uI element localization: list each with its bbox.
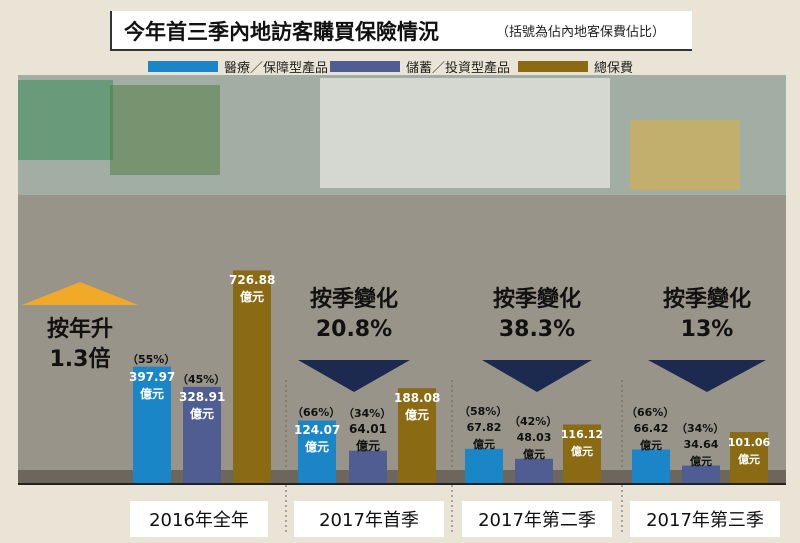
value-label-savings-0: 328.91 億元 bbox=[179, 389, 226, 421]
value-label-medical-0: 397.97 億元 bbox=[129, 369, 176, 401]
bar-savings-2 bbox=[515, 458, 553, 483]
legend-swatch-savings bbox=[330, 60, 400, 72]
legend-item-total: 總保費 bbox=[518, 57, 634, 76]
bar-medical-0 bbox=[133, 366, 171, 483]
annotation-q2: 按季變化 38.3% bbox=[478, 285, 596, 345]
annotation-q1-line2: 20.8% bbox=[315, 317, 393, 342]
annotation-q2-line1: 按季變化 bbox=[492, 287, 581, 312]
value-label-total-2: 116.12 億元 bbox=[560, 428, 604, 459]
share-label-savings-3: （34%） bbox=[676, 421, 725, 435]
share-label-medical-1: （66%） bbox=[292, 406, 341, 420]
value-label-total-0: 726.88 億元 bbox=[229, 273, 276, 305]
x-label-2016: 2016年全年 bbox=[130, 501, 268, 537]
value-label-medical-2: 67.82 億元 bbox=[466, 420, 502, 451]
share-label-medical-2: （58%） bbox=[459, 404, 508, 418]
x-label-2017q2: 2017年第二季 bbox=[462, 501, 612, 537]
value-label-total-1: 188.08 億元 bbox=[394, 391, 441, 423]
legend-label-savings: 儲蓄／投資型產品 bbox=[406, 60, 511, 76]
bar-medical-3 bbox=[632, 449, 670, 483]
x-label-2017q3: 2017年第三季 bbox=[630, 501, 780, 537]
annotation-q3: 按季變化 13% bbox=[648, 285, 766, 345]
annotation-yearly-line1: 按年升 bbox=[46, 317, 113, 342]
share-label-savings-2: （42%） bbox=[509, 414, 558, 428]
bar-medical-2 bbox=[465, 448, 503, 483]
legend-item-savings: 儲蓄／投資型產品 bbox=[330, 57, 511, 76]
legend-label-total: 總保費 bbox=[594, 60, 634, 76]
bar-savings-1 bbox=[349, 450, 387, 483]
legend-swatch-total bbox=[518, 60, 588, 72]
share-label-medical-3: （66%） bbox=[626, 405, 675, 419]
annotation-yearly-line2: 1.3倍 bbox=[49, 347, 111, 372]
value-label-medical-3: 66.42 億元 bbox=[633, 421, 669, 452]
annotation-q2-line2: 38.3% bbox=[498, 317, 576, 342]
share-label-savings-1: （34%） bbox=[343, 406, 392, 420]
bar-medical-1 bbox=[298, 420, 336, 483]
bar-total-0 bbox=[233, 270, 271, 483]
legend-swatch-medical bbox=[148, 60, 218, 72]
share-label-savings-0: （45%） bbox=[177, 372, 226, 386]
annotation-yearly: 按年升 1.3倍 bbox=[22, 315, 138, 375]
annotation-q1-line1: 按季變化 bbox=[309, 287, 398, 312]
x-label-2017q1: 2017年首季 bbox=[294, 501, 444, 537]
bar-total-3 bbox=[730, 432, 768, 483]
bar-savings-0 bbox=[183, 386, 221, 483]
value-label-savings-1: 64.01 億元 bbox=[349, 421, 387, 453]
share-label-medical-0: （55%） bbox=[127, 352, 176, 366]
down-arrow-icon-q3 bbox=[648, 360, 766, 392]
bar-total-2 bbox=[563, 424, 601, 483]
value-label-savings-2: 48.03 億元 bbox=[516, 430, 552, 461]
down-arrow-icon-q2 bbox=[482, 360, 592, 392]
legend-label-medical: 醫療／保障型產品 bbox=[224, 60, 329, 76]
down-arrow-icon-q1 bbox=[298, 360, 410, 392]
title-box: 今年首三季內地訪客購買保險情況 （括號為佔內地客保費佔比） bbox=[110, 11, 692, 51]
value-label-savings-3: 34.64 億元 bbox=[683, 437, 719, 468]
value-label-medical-1: 124.07 億元 bbox=[294, 423, 341, 455]
chart-subtitle: （括號為佔內地客保費佔比） bbox=[496, 25, 666, 40]
chart-title: 今年首三季內地訪客購買保險情況 bbox=[124, 19, 439, 44]
annotation-q1: 按季變化 20.8% bbox=[295, 285, 413, 345]
legend-item-medical: 醫療／保障型產品 bbox=[148, 57, 329, 76]
bar-total-1 bbox=[398, 388, 436, 483]
annotation-q3-line1: 按季變化 bbox=[662, 287, 751, 312]
value-label-total-3: 101.06 億元 bbox=[727, 436, 771, 467]
annotation-q3-line2: 13% bbox=[680, 317, 734, 342]
bar-savings-3 bbox=[682, 465, 720, 483]
bar-layer bbox=[133, 270, 768, 483]
up-arrow-icon bbox=[22, 282, 138, 305]
